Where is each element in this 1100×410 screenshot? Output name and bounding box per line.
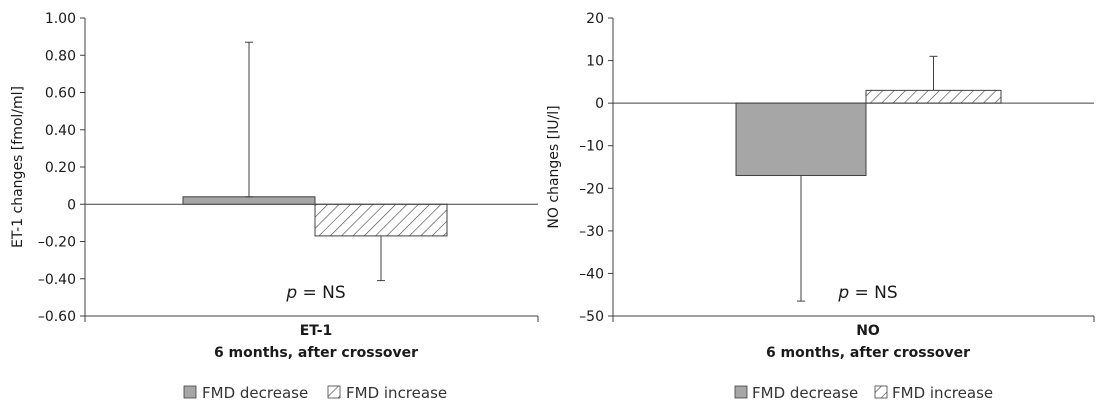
p-value-text: = NS [849,283,898,303]
p-value-annotation: p = NS [285,283,345,303]
p-value-annotation: p = NS [837,283,897,303]
y-tick-label: –50 [579,309,604,325]
chart-panel-2: –50 –40 –30 –20 –10 0 10 20 NO changes [IU/l] p =… [546,11,1095,402]
p-symbol: p [837,283,849,303]
p-value-text: = NS [297,283,346,303]
y-tick-label: 1.00 [45,11,76,27]
y-tick-label: –0.40 [38,272,76,288]
y-axis-title: NO changes [IU/l] [546,105,562,228]
y-tick-label: –30 [579,224,604,240]
bar-fmd-increase [314,203,448,237]
y-tick-label: 0.20 [45,160,76,176]
legend-label: FMD increase [346,384,447,402]
y-tick-label: 0.40 [45,123,76,139]
y-tick-label: –0.60 [38,309,76,325]
y-tick-label: –20 [579,181,604,197]
legend-swatch-fmd-decrease [183,385,197,399]
y-axis-title: ET-1 changes [fmol/ml] [10,86,26,248]
legend-swatch-fmd-increase [327,385,341,399]
legend: FMD decrease FMD increase [734,384,993,402]
x-category-label: NO [856,323,880,339]
y-tick-label: 0.60 [45,86,76,102]
x-category-sublabel: 6 months, after crossover [766,345,970,361]
bar-fmd-increase [865,89,1002,104]
x-category-sublabel: 6 months, after crossover [214,345,418,361]
legend-label: FMD decrease [752,384,858,402]
legend-label: FMD decrease [202,384,308,402]
y-tick-label: –10 [579,139,604,155]
bar-fmd-decrease [735,102,867,177]
y-tick-label: 20 [586,11,604,27]
p-symbol: p [285,283,297,303]
y-tick-label: –40 [579,266,604,282]
legend-label: FMD increase [892,384,993,402]
legend-swatch-fmd-decrease [734,385,748,399]
legend-swatch-fmd-increase [874,385,888,399]
x-category-label: ET-1 [300,323,333,339]
y-tick-label: 0 [67,197,76,213]
bar-fmd-decrease [182,196,316,205]
y-tick-label: 0 [595,96,604,112]
chart-panel-1: –0.60 –0.40 –0.20 0 0.20 0.40 0.60 0.80 1.00 ET-1… [10,11,539,402]
y-tick-label: –0.20 [38,235,76,251]
y-tick-label: 0.80 [45,48,76,64]
y-tick-label: 10 [586,54,604,70]
legend: FMD decrease FMD increase [183,384,447,402]
